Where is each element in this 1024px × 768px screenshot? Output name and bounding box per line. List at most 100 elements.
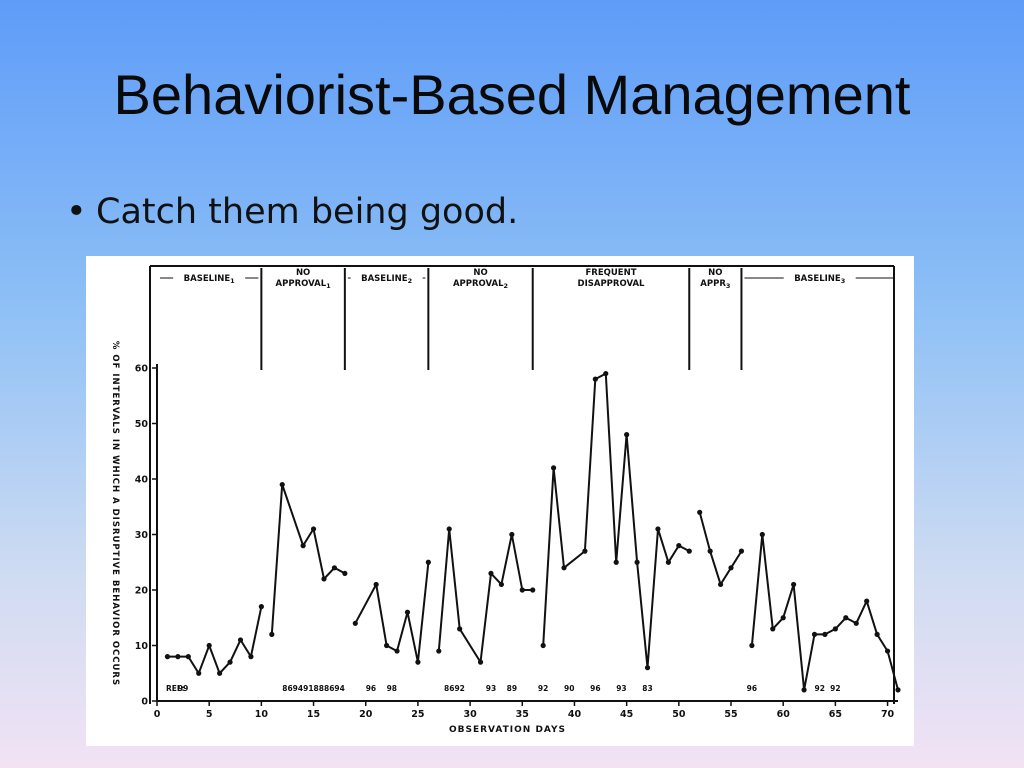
data-point	[665, 559, 671, 565]
phase-label-subscript: 1	[230, 277, 235, 285]
reliability-value: 93	[486, 684, 496, 693]
data-point	[488, 570, 494, 576]
phase-label-text: BASELINE1	[184, 274, 235, 285]
y-tick-label: 50	[135, 419, 149, 430]
x-tick-label: 55	[724, 709, 737, 720]
data-point	[446, 526, 452, 532]
data-point	[509, 531, 515, 538]
data-point	[561, 565, 567, 571]
reliability-value: 96	[747, 684, 757, 693]
phase-label-subscript: 2	[504, 282, 509, 290]
reliability-value: 91	[303, 684, 313, 693]
reliability-label: REL:	[166, 684, 185, 693]
phase-label-text: FREQUENT	[585, 268, 636, 278]
y-tick-label: 40	[135, 475, 149, 486]
data-point	[279, 481, 285, 488]
data-point	[175, 654, 181, 660]
data-point	[655, 526, 661, 532]
phase-label: BASELINE3	[744, 274, 895, 285]
data-point	[749, 642, 755, 649]
bullet-text: Catch them being good.	[96, 192, 519, 232]
data-point	[196, 670, 202, 676]
reliability-value: 90	[564, 684, 574, 693]
data-point	[248, 654, 254, 660]
x-tick-label: 20	[359, 709, 373, 720]
data-point	[164, 654, 171, 660]
data-point	[874, 631, 880, 637]
phase-label-subscript: 3	[841, 277, 846, 285]
data-point	[634, 559, 640, 565]
phase-label-text: APPR3	[700, 279, 730, 290]
reliability-value: 92	[830, 684, 840, 693]
x-tick-label: 10	[255, 709, 269, 720]
data-point	[550, 465, 557, 471]
data-point	[676, 543, 682, 549]
data-point	[582, 548, 588, 554]
data-point	[707, 548, 713, 554]
x-tick-label: 65	[829, 709, 842, 720]
phase-label-text: NO	[296, 268, 310, 278]
x-tick-label: 5	[206, 709, 213, 720]
data-point	[300, 543, 306, 549]
reliability-value: 93	[616, 684, 626, 693]
data-point	[457, 626, 463, 632]
data-point	[697, 509, 703, 515]
series-segment-baseline-2	[352, 559, 431, 665]
data-point	[498, 581, 505, 588]
y-tick-label: 0	[141, 697, 148, 708]
series-line	[698, 512, 743, 586]
reliability-value: 86	[324, 684, 334, 693]
x-tick-label: 35	[516, 709, 529, 720]
x-tick-label: 50	[672, 709, 686, 720]
data-point	[592, 376, 598, 382]
data-point	[780, 615, 786, 621]
data-point	[237, 637, 244, 643]
data-point	[895, 687, 901, 693]
reliability-value: 94	[293, 684, 303, 693]
line-chart: BASELINE1NOAPPROVAL1BASELINE2NOAPPROVAL2…	[110, 265, 901, 735]
x-tick-label: 70	[881, 709, 895, 720]
x-tick-label: 15	[307, 709, 320, 720]
phase-label-text: NO	[708, 268, 722, 278]
reliability-value: 89	[507, 684, 517, 693]
slide-title: Behaviorist-Based Management	[113, 63, 911, 126]
reliability-value: 96	[366, 684, 376, 693]
reliability-value: 88	[314, 684, 324, 693]
x-tick-label: 45	[620, 709, 633, 720]
phase-label-subscript: 3	[726, 282, 731, 290]
phase-label-text: APPROVAL2	[453, 279, 508, 290]
data-point	[530, 587, 536, 593]
phase-label-subscript: 2	[408, 277, 413, 285]
phase-label: BASELINE2	[347, 274, 426, 285]
series-line	[354, 562, 430, 664]
reliability-value: 96	[590, 684, 600, 693]
data-point	[217, 670, 223, 676]
data-point	[352, 620, 358, 626]
series-line	[750, 533, 899, 691]
data-point	[310, 526, 317, 532]
data-point	[853, 620, 859, 626]
reliability-value: 83	[642, 684, 652, 693]
series-segment-no-approval-3	[697, 509, 745, 588]
data-point	[770, 626, 776, 632]
phase-label-subscript: 1	[326, 282, 331, 290]
series-segment-baseline-1	[164, 604, 264, 676]
data-point	[415, 659, 421, 665]
data-point	[342, 570, 348, 576]
reliability-value: 98	[387, 684, 397, 693]
data-point	[519, 587, 525, 593]
data-point	[331, 565, 338, 571]
data-point	[436, 648, 442, 654]
series-line	[542, 372, 690, 669]
data-point	[738, 548, 745, 554]
y-tick-label: 10	[135, 641, 149, 652]
data-point	[227, 659, 233, 665]
data-point	[884, 648, 891, 654]
y-tick-label: 30	[135, 530, 149, 541]
data-point	[728, 565, 734, 571]
data-point	[394, 648, 400, 654]
data-point	[791, 581, 797, 588]
